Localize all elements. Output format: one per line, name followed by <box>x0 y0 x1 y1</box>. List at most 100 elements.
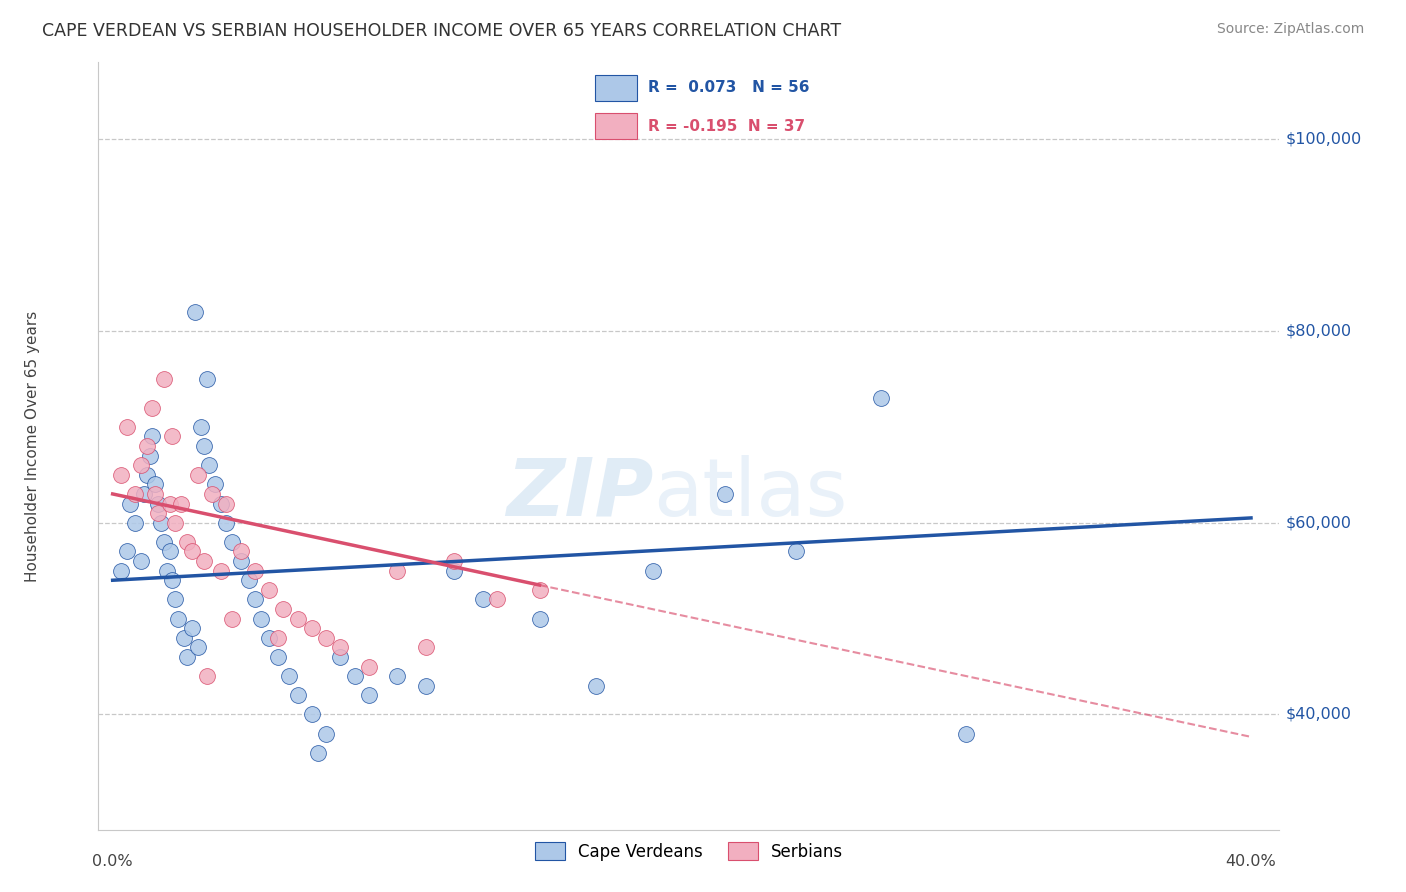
Point <box>643 564 665 578</box>
Point <box>315 631 337 645</box>
Text: R =  0.073   N = 56: R = 0.073 N = 56 <box>648 80 810 95</box>
Point <box>287 612 309 626</box>
Text: 40.0%: 40.0% <box>1226 854 1277 869</box>
Point <box>129 458 152 473</box>
Point <box>190 420 212 434</box>
Point <box>118 496 141 510</box>
Point <box>273 602 295 616</box>
Text: Source: ZipAtlas.com: Source: ZipAtlas.com <box>1216 22 1364 37</box>
Text: atlas: atlas <box>654 455 848 533</box>
Point <box>170 496 193 510</box>
Point <box>870 391 893 405</box>
Point <box>115 420 138 434</box>
Point <box>153 372 176 386</box>
Point <box>209 496 232 510</box>
Point <box>141 401 163 415</box>
Point <box>443 554 465 568</box>
Text: $60,000: $60,000 <box>1285 516 1351 530</box>
Point <box>229 544 252 558</box>
Point <box>110 564 132 578</box>
Point <box>148 506 170 520</box>
Point <box>209 564 232 578</box>
Text: R = -0.195  N = 37: R = -0.195 N = 37 <box>648 119 806 134</box>
Point <box>387 669 409 683</box>
Point <box>176 534 198 549</box>
Point <box>415 640 437 655</box>
Point <box>485 592 508 607</box>
Point <box>215 516 238 530</box>
Point <box>110 467 132 482</box>
Point <box>221 534 243 549</box>
Point <box>785 544 807 558</box>
Text: $40,000: $40,000 <box>1285 707 1351 722</box>
Point <box>193 554 215 568</box>
Point <box>143 477 166 491</box>
Point <box>159 544 181 558</box>
Point <box>143 487 166 501</box>
Point <box>184 305 207 319</box>
Point <box>471 592 494 607</box>
Point <box>138 449 160 463</box>
Point <box>267 649 290 664</box>
Point <box>278 669 301 683</box>
Point <box>156 564 179 578</box>
Point <box>198 458 221 473</box>
Legend: Cape Verdeans, Serbians: Cape Verdeans, Serbians <box>529 836 849 867</box>
Text: Householder Income Over 65 years: Householder Income Over 65 years <box>25 310 41 582</box>
Point <box>132 487 155 501</box>
Point <box>955 727 977 741</box>
Point <box>129 554 152 568</box>
Point <box>357 659 380 673</box>
Text: $80,000: $80,000 <box>1285 324 1351 338</box>
Point <box>195 372 218 386</box>
Point <box>329 649 352 664</box>
Point <box>307 746 329 760</box>
Point <box>387 564 409 578</box>
Point <box>135 439 157 453</box>
Point <box>238 573 260 587</box>
Point <box>443 564 465 578</box>
Point <box>301 707 323 722</box>
Point <box>585 679 607 693</box>
Point <box>162 429 184 443</box>
Text: ZIP: ZIP <box>506 455 654 533</box>
Point <box>150 516 173 530</box>
Point <box>713 487 735 501</box>
Point <box>167 612 190 626</box>
Point <box>193 439 215 453</box>
Point <box>165 516 187 530</box>
Point <box>124 487 146 501</box>
Point <box>135 467 157 482</box>
Point <box>287 689 309 703</box>
Point <box>181 544 204 558</box>
Point <box>529 612 551 626</box>
Point <box>315 727 337 741</box>
Point <box>529 582 551 597</box>
Point <box>257 582 280 597</box>
Point <box>124 516 146 530</box>
Point <box>159 496 181 510</box>
Point <box>141 429 163 443</box>
Point <box>257 631 280 645</box>
Point <box>343 669 366 683</box>
Text: 0.0%: 0.0% <box>93 854 134 869</box>
Point <box>153 534 176 549</box>
Point <box>267 631 290 645</box>
Point <box>165 592 187 607</box>
Point <box>187 467 209 482</box>
Point <box>301 621 323 635</box>
Point <box>229 554 252 568</box>
Point <box>173 631 195 645</box>
Text: CAPE VERDEAN VS SERBIAN HOUSEHOLDER INCOME OVER 65 YEARS CORRELATION CHART: CAPE VERDEAN VS SERBIAN HOUSEHOLDER INCO… <box>42 22 841 40</box>
Point <box>162 573 184 587</box>
Bar <box>595 75 637 101</box>
Point <box>357 689 380 703</box>
Point <box>187 640 209 655</box>
Point <box>181 621 204 635</box>
Point <box>215 496 238 510</box>
Point <box>148 496 170 510</box>
Point <box>249 612 271 626</box>
Point <box>221 612 243 626</box>
Point <box>243 564 266 578</box>
Text: $100,000: $100,000 <box>1285 132 1361 146</box>
